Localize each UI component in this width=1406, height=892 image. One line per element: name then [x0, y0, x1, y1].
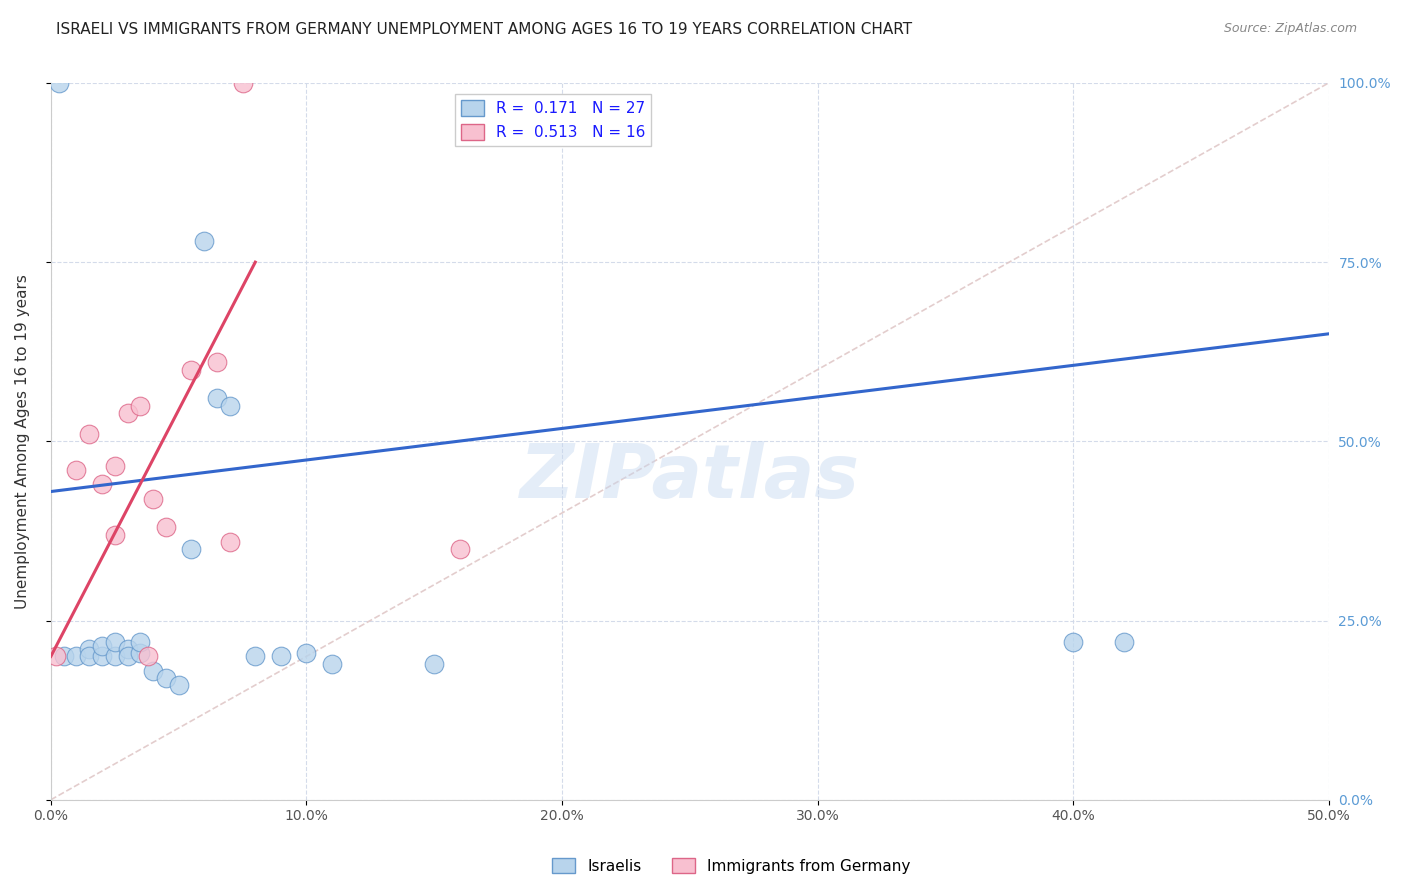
Point: [117, 642, 139, 657]
Point: [129, 399, 152, 413]
Point: [321, 657, 343, 671]
Text: Source: ZipAtlas.com: Source: ZipAtlas.com: [1223, 22, 1357, 36]
Point: [180, 541, 202, 556]
Point: [104, 527, 127, 541]
Point: [117, 406, 139, 420]
Legend: R =  0.171   N = 27, R =  0.513   N = 16: R = 0.171 N = 27, R = 0.513 N = 16: [454, 95, 651, 146]
Point: [155, 520, 177, 534]
Point: [231, 76, 253, 90]
Point: [104, 649, 127, 664]
Point: [91, 477, 114, 491]
Point: [142, 491, 165, 506]
Point: [218, 534, 240, 549]
Point: [155, 671, 177, 685]
Point: [91, 649, 114, 664]
Point: [77, 649, 100, 664]
Point: [423, 657, 446, 671]
Point: [193, 234, 215, 248]
Point: [117, 649, 139, 664]
Point: [142, 664, 165, 678]
Point: [77, 427, 100, 442]
Point: [1062, 635, 1084, 649]
Point: [218, 399, 240, 413]
Point: [245, 649, 267, 664]
Point: [45, 649, 67, 664]
Point: [129, 635, 152, 649]
Point: [129, 646, 152, 660]
Legend: Israelis, Immigrants from Germany: Israelis, Immigrants from Germany: [546, 852, 917, 880]
Point: [449, 541, 471, 556]
Point: [180, 362, 202, 376]
Point: [48, 76, 70, 90]
Point: [295, 646, 318, 660]
Point: [65, 463, 87, 477]
Point: [52, 649, 75, 664]
Point: [136, 649, 159, 664]
Point: [205, 392, 228, 406]
Point: [65, 649, 87, 664]
Y-axis label: Unemployment Among Ages 16 to 19 years: Unemployment Among Ages 16 to 19 years: [15, 274, 30, 608]
Point: [167, 678, 190, 692]
Point: [205, 355, 228, 369]
Point: [270, 649, 292, 664]
Text: ZIPatlas: ZIPatlas: [520, 441, 859, 514]
Point: [1114, 635, 1136, 649]
Point: [104, 459, 127, 474]
Point: [77, 642, 100, 657]
Text: ISRAELI VS IMMIGRANTS FROM GERMANY UNEMPLOYMENT AMONG AGES 16 TO 19 YEARS CORREL: ISRAELI VS IMMIGRANTS FROM GERMANY UNEMP…: [56, 22, 912, 37]
Point: [91, 639, 114, 653]
Point: [104, 635, 127, 649]
